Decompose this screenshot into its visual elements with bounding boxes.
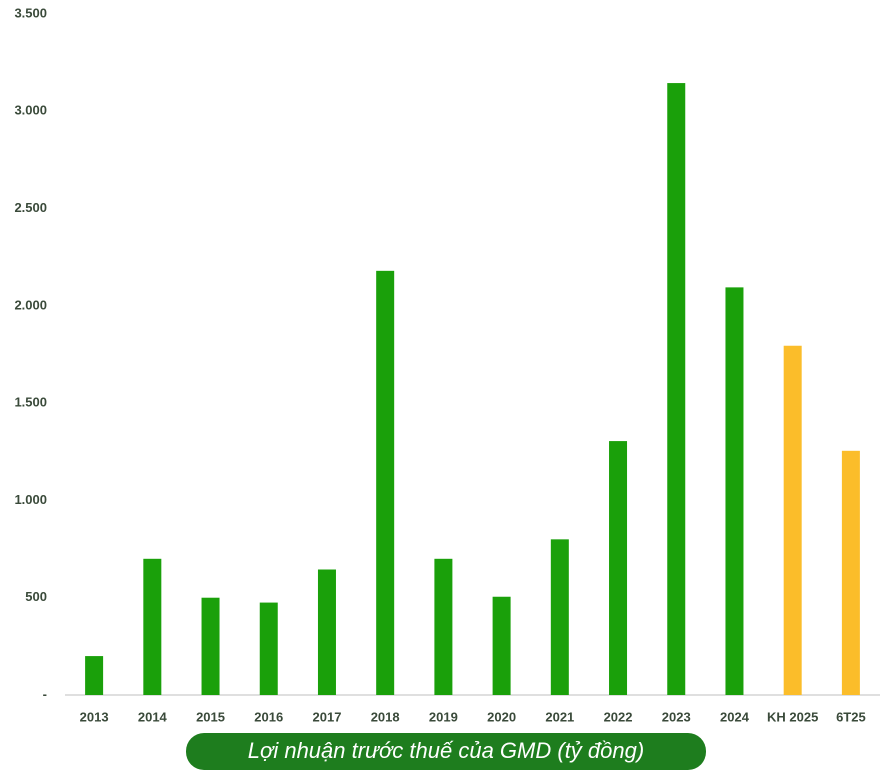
x-tick-label: 2022	[604, 709, 633, 724]
bar	[85, 656, 104, 695]
title-background	[186, 733, 706, 770]
bar	[667, 83, 686, 695]
chart-title: Lợi nhuận trước thuế của GMD (tỷ đồng)	[248, 738, 644, 763]
bar	[434, 558, 453, 695]
x-tick-label: 2018	[371, 709, 400, 724]
x-tick-label: 2020	[487, 709, 516, 724]
x-tick-label: 2021	[545, 709, 574, 724]
y-tick-label: 2.500	[14, 200, 47, 215]
bar	[725, 287, 744, 695]
x-tick-label: 2015	[196, 709, 225, 724]
bar	[841, 450, 860, 695]
y-tick-label: 2.000	[14, 297, 47, 312]
bar	[317, 569, 336, 695]
x-tick-label: 2013	[80, 709, 109, 724]
bar	[201, 597, 220, 695]
y-tick-label: 3.500	[14, 5, 47, 20]
y-tick-label: 3.000	[14, 103, 47, 118]
x-tick-label: KH 2025	[767, 709, 818, 724]
bar	[550, 539, 569, 695]
y-tick-label: 500	[25, 589, 47, 604]
bar	[376, 270, 395, 695]
bar	[492, 596, 511, 695]
bar	[143, 558, 162, 695]
y-tick-label: 1.500	[14, 395, 47, 410]
y-tick-label: 1.000	[14, 492, 47, 507]
bar	[783, 345, 802, 695]
x-tick-label: 2019	[429, 709, 458, 724]
x-tick-label: 2017	[313, 709, 342, 724]
bar	[609, 441, 628, 695]
x-tick-label: 6T25	[836, 709, 866, 724]
x-tick-label: 2024	[720, 709, 750, 724]
bar	[259, 602, 278, 695]
x-tick-label: 2016	[254, 709, 283, 724]
y-tick-label: -	[43, 686, 47, 701]
x-tick-label: 2023	[662, 709, 691, 724]
x-tick-label: 2014	[138, 709, 168, 724]
